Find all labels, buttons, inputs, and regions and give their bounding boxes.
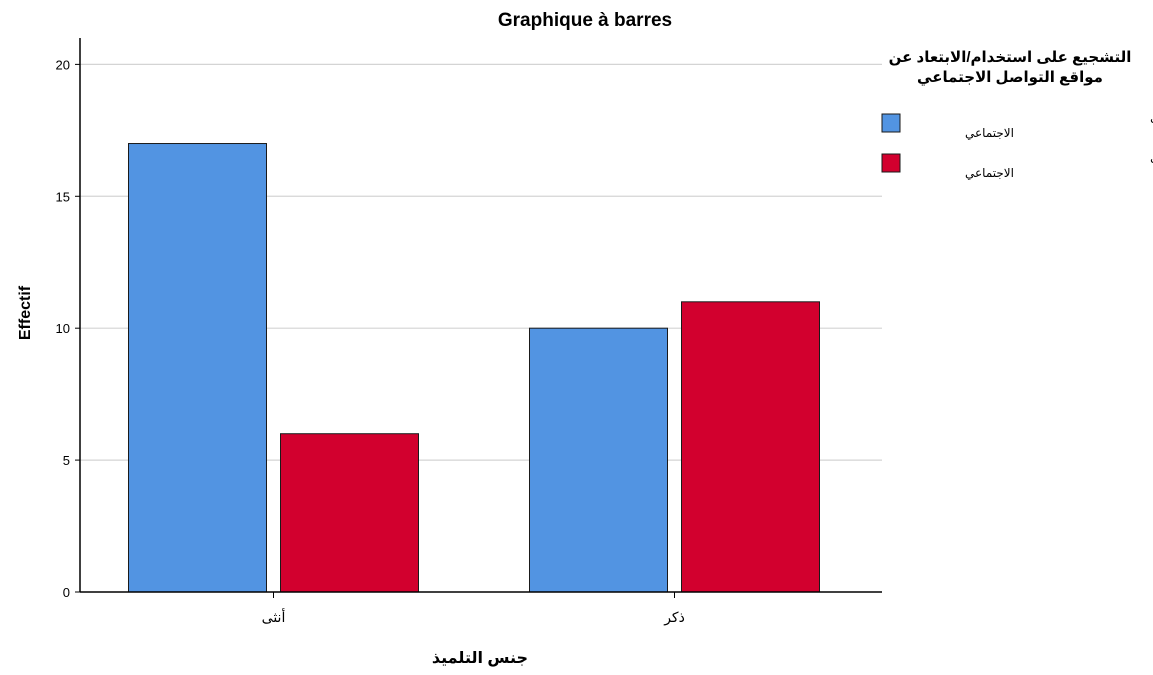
legend-label-0: التشجيع على استخدام مواقع التواصل [1150, 110, 1153, 125]
y-axis-title: Effectif [17, 285, 34, 340]
bar-0-0 [128, 143, 267, 593]
legend-label-0-cont: الاجتماعي [965, 126, 1014, 140]
y-tick-label: 5 [63, 453, 70, 468]
x-category-label: أنثى [262, 608, 286, 625]
bar-0-1 [280, 433, 419, 593]
legend-swatch-0 [881, 113, 901, 133]
legend-swatch-1 [881, 153, 901, 173]
x-category-label: ذكر [663, 609, 685, 626]
x-category-labels: أنثى ذكر [262, 592, 685, 626]
y-tick-label: 0 [63, 585, 70, 600]
y-tick-label: 15 [56, 189, 70, 204]
legend-title-line-1: التشجيع على استخدام/الابتعاد عن [889, 49, 1132, 66]
bar-1-1 [681, 301, 820, 593]
bar-1-0 [529, 327, 668, 593]
x-axis-title: جنس التلميذ [432, 650, 528, 667]
chart-title: Graphique à barres [498, 10, 672, 31]
y-tick-label: 10 [56, 321, 70, 336]
legend-label-1-cont: الاجتماعي [965, 166, 1014, 180]
y-tick-label: 20 [56, 57, 70, 72]
legend-label-1: التشجيع على الابتعاد عن مواقع التواصل [1150, 150, 1153, 165]
y-tick-labels: 0 5 10 15 20 [56, 57, 70, 600]
legend-title-line-2: مواقع التواصل الاجتماعي [917, 69, 1103, 86]
axes [79, 38, 882, 593]
bars [128, 143, 820, 593]
legend: التشجيع على استخدام/الابتعاد عن مواقع ال… [881, 49, 1153, 180]
